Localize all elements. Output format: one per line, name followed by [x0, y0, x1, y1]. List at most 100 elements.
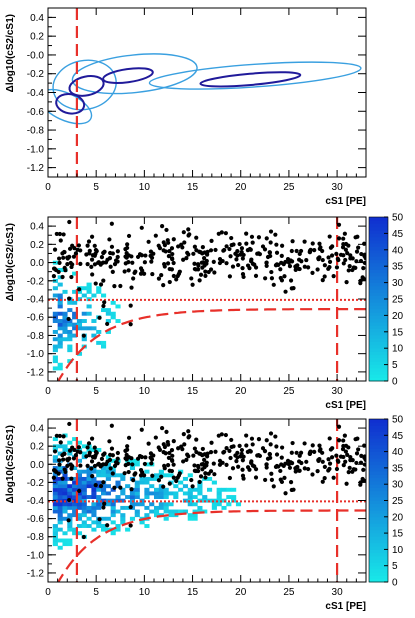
- x-tick-label: 0: [45, 386, 51, 397]
- heatmap-bin: [57, 344, 63, 349]
- event-point: [208, 267, 214, 272]
- y-tick-label: 0.4: [30, 13, 44, 24]
- heatmap-bin: [72, 484, 78, 489]
- event-point: [166, 455, 172, 460]
- event-point: [222, 247, 227, 253]
- event-point: [90, 474, 95, 479]
- heatmap-bin: [91, 447, 97, 452]
- event-point: [269, 477, 275, 483]
- event-point: [237, 241, 242, 247]
- heatmap-bin: [221, 505, 227, 510]
- event-point: [176, 271, 182, 276]
- event-point: [159, 474, 164, 479]
- event-point: [279, 260, 284, 265]
- heatmap-bin: [72, 527, 78, 532]
- heatmap-bin: [67, 451, 73, 456]
- heatmap-bin: [67, 527, 73, 532]
- colorbar-segment: [369, 568, 388, 573]
- colorbar-segment: [369, 539, 388, 544]
- event-point: [231, 444, 236, 449]
- heatmap-bin: [76, 322, 83, 327]
- heatmap-bin: [125, 484, 131, 489]
- colorbar-segment: [369, 249, 388, 254]
- event-point: [286, 260, 292, 265]
- event-point: [89, 264, 94, 269]
- event-point: [75, 247, 80, 252]
- event-point: [75, 449, 80, 454]
- event-point: [289, 248, 294, 254]
- event-point: [52, 266, 57, 271]
- event-point: [278, 468, 283, 474]
- event-point: [131, 276, 136, 281]
- heatmap-bin: [86, 447, 92, 452]
- event-point: [344, 481, 349, 486]
- heatmap-bin: [144, 513, 150, 518]
- heatmap-bin: [105, 462, 111, 467]
- event-point: [307, 249, 312, 255]
- colorbar-tick-label: 10: [392, 545, 404, 556]
- event-point: [358, 460, 364, 465]
- event-point: [176, 244, 181, 249]
- heatmap-bin: [62, 322, 68, 327]
- event-point: [97, 315, 102, 320]
- event-point: [274, 250, 280, 255]
- event-point: [304, 257, 309, 263]
- heatmap-bin: [67, 484, 73, 489]
- heatmap-bin: [86, 466, 92, 471]
- heatmap-bin: [211, 502, 217, 507]
- event-point: [51, 273, 56, 279]
- event-point: [211, 461, 216, 466]
- event-point: [287, 465, 293, 470]
- colorbar-segment: [369, 282, 388, 287]
- event-point: [341, 253, 346, 258]
- colorbar-tick-label: 45: [392, 431, 404, 442]
- event-point: [361, 266, 366, 271]
- heatmap-bin: [72, 333, 78, 338]
- event-point: [191, 453, 196, 458]
- event-point: [89, 466, 94, 471]
- heatmap-bin: [62, 444, 68, 449]
- event-point: [167, 481, 172, 486]
- event-point: [209, 238, 214, 243]
- heatmap-bin: [67, 502, 73, 507]
- event-point: [208, 469, 214, 474]
- event-point: [184, 457, 189, 462]
- heatmap-bin: [216, 495, 222, 499]
- colorbar-segment: [369, 520, 388, 524]
- event-point: [193, 267, 198, 272]
- heatmap-bin: [57, 451, 63, 456]
- event-point: [57, 462, 62, 467]
- event-point: [335, 256, 340, 261]
- event-point: [142, 271, 147, 276]
- colorbar-segment: [369, 435, 388, 439]
- colorbar-tick-label: 30: [392, 278, 404, 289]
- heatmap-bin: [129, 466, 136, 471]
- heatmap-bin: [76, 351, 83, 356]
- event-point: [165, 463, 171, 468]
- heatmap-bin: [211, 505, 217, 510]
- event-point: [273, 232, 278, 237]
- event-point: [60, 274, 65, 280]
- heatmap-bin: [173, 495, 179, 499]
- event-point: [342, 231, 347, 236]
- event-point: [60, 476, 65, 481]
- event-point: [149, 457, 155, 462]
- heatmap-bin: [57, 333, 63, 338]
- event-point: [317, 241, 322, 246]
- heatmap-bin: [57, 491, 63, 496]
- event-point: [54, 433, 59, 438]
- colorbar-segment: [369, 279, 388, 283]
- event-point: [169, 447, 175, 453]
- heatmap-bin: [163, 495, 169, 499]
- colorbar-segment: [369, 562, 388, 567]
- colorbar-segment: [369, 246, 388, 251]
- heatmap-bin: [67, 524, 73, 528]
- heatmap-bin: [154, 513, 160, 518]
- heatmap-bin: [134, 495, 140, 499]
- heatmap-bin: [57, 466, 63, 471]
- heatmap-bin: [52, 527, 58, 532]
- event-point: [322, 263, 327, 268]
- x-axis-label: cS1 [PE]: [325, 196, 366, 207]
- heatmap-bin: [76, 297, 83, 302]
- event-point: [81, 333, 86, 338]
